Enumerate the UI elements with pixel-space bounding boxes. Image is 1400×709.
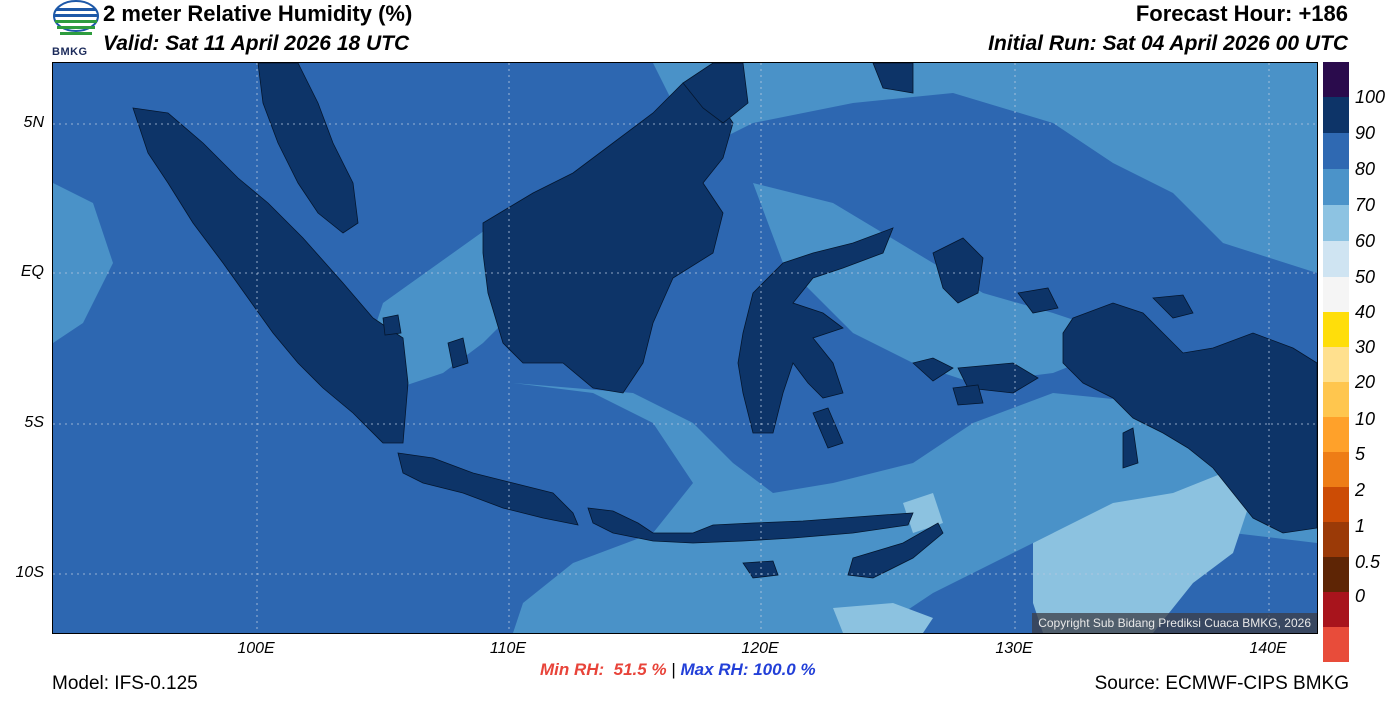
colorbar-swatch bbox=[1323, 452, 1349, 487]
colorbar-label: 40 bbox=[1355, 302, 1376, 322]
colorbar-label: 10 bbox=[1355, 409, 1376, 429]
colorbar-swatch bbox=[1323, 205, 1349, 241]
humidity-map: Copyright Sub Bidang Prediksi Cuaca BMKG… bbox=[52, 62, 1318, 634]
colorbar-swatch bbox=[1323, 347, 1349, 382]
colorbar-swatch bbox=[1323, 627, 1349, 662]
forecast-hour: Forecast Hour: +186 bbox=[1135, 1, 1348, 26]
colorbar-swatch bbox=[1323, 592, 1349, 627]
lon-label-100e: 100E bbox=[237, 640, 275, 657]
max-rh: Max RH: 100.0 % bbox=[680, 660, 816, 679]
colorbar-label: 90 bbox=[1355, 123, 1376, 143]
model-label: Model: IFS-0.125 bbox=[52, 673, 198, 694]
colorbar-label: 70 bbox=[1355, 195, 1376, 215]
colorbar-label: 60 bbox=[1355, 231, 1376, 251]
colorbar-swatch bbox=[1323, 522, 1349, 557]
colorbar-label: 30 bbox=[1355, 337, 1376, 357]
lon-label-140e: 140E bbox=[1249, 640, 1287, 657]
source-label: Source: ECMWF-CIPS BMKG bbox=[1094, 673, 1349, 694]
colorbar-label: 50 bbox=[1355, 267, 1376, 287]
min-rh: Min RH: 51.5 % bbox=[540, 660, 667, 679]
colorbar-swatch bbox=[1323, 277, 1349, 312]
colorbar-label: 80 bbox=[1355, 159, 1376, 179]
colorbar-label: 5 bbox=[1355, 444, 1366, 464]
colorbar-label: 20 bbox=[1355, 372, 1376, 392]
colorbar-label: 0.5 bbox=[1355, 552, 1381, 572]
colorbar-label: 100 bbox=[1355, 87, 1386, 107]
lon-label-110e: 110E bbox=[489, 640, 527, 657]
colorbar-swatch bbox=[1323, 133, 1349, 169]
colorbar-swatch bbox=[1323, 312, 1349, 347]
colorbar-swatch bbox=[1323, 382, 1349, 417]
colorbar bbox=[1323, 62, 1349, 662]
lat-label-5n: 5N bbox=[23, 114, 44, 131]
colorbar-swatch bbox=[1323, 417, 1349, 452]
colorbar-label: 2 bbox=[1355, 480, 1366, 500]
colorbar-swatch bbox=[1323, 487, 1349, 522]
colorbar-swatch bbox=[1323, 557, 1349, 592]
lon-label-120e: 120E bbox=[741, 640, 779, 657]
lat-label-10s: 10S bbox=[15, 564, 44, 581]
logo-text: BMKG bbox=[52, 46, 88, 58]
colorbar-label: 1 bbox=[1355, 516, 1366, 536]
colorbar-label: 0 bbox=[1355, 586, 1366, 606]
lat-label-5s: 5S bbox=[24, 414, 44, 431]
colorbar-swatch bbox=[1323, 97, 1349, 133]
valid-time: Valid: Sat 11 April 2026 18 UTC bbox=[103, 32, 410, 55]
min-max-separator: | bbox=[666, 660, 681, 679]
lon-label-130e: 130E bbox=[995, 640, 1033, 657]
colorbar-swatch bbox=[1323, 241, 1349, 277]
min-max-rh: Min RH: 51.5 % | Max RH: 100.0 % bbox=[540, 660, 816, 680]
page-title: 2 meter Relative Humidity (%) bbox=[103, 1, 413, 26]
copyright-notice: Copyright Sub Bidang Prediksi Cuaca BMKG… bbox=[1032, 613, 1317, 633]
colorbar-swatch bbox=[1323, 169, 1349, 205]
colorbar-swatch bbox=[1323, 62, 1349, 97]
initial-run: Initial Run: Sat 04 April 2026 00 UTC bbox=[988, 32, 1348, 55]
map-canvas bbox=[53, 63, 1317, 633]
lat-label-eq: EQ bbox=[20, 263, 44, 280]
bmkg-logo bbox=[53, 0, 99, 35]
